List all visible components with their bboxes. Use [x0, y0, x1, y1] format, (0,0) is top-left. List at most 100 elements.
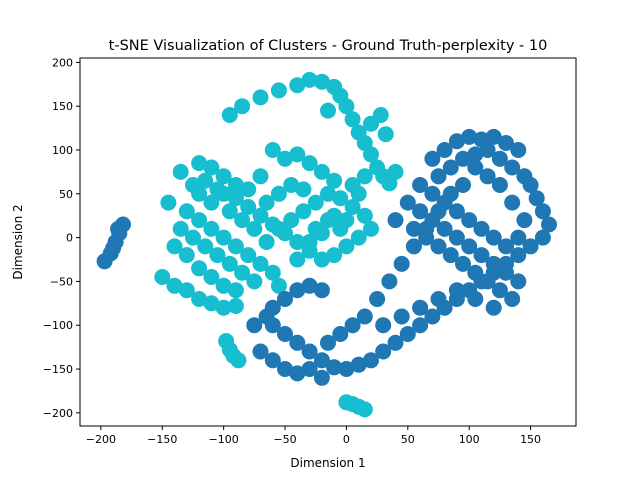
data-point-s1-36 [424, 308, 441, 325]
data-point-s1-55 [313, 282, 330, 299]
data-point-s0-14 [363, 146, 379, 163]
data-point-s1-71 [467, 264, 484, 281]
data-point-s0-117 [338, 394, 355, 411]
data-point-s0-98 [295, 181, 312, 198]
data-point-s1-77 [436, 220, 453, 237]
data-point-s1-99 [430, 203, 447, 220]
data-point-s1-81 [485, 255, 502, 272]
data-point-s1-102 [393, 255, 410, 272]
data-point-s0-77 [326, 247, 343, 264]
data-point-s0-104 [289, 251, 306, 268]
data-point-s1-106 [344, 317, 361, 334]
data-point-s1-78 [448, 229, 465, 246]
data-point-s0-67 [283, 212, 300, 229]
data-point-s0-97 [283, 177, 300, 193]
data-point-s1-73 [491, 282, 508, 299]
data-point-s1-7 [461, 128, 478, 145]
data-point-s1-103 [381, 273, 398, 290]
data-point-s1-56 [246, 317, 263, 334]
x-tick-label-7: 150 [520, 433, 541, 446]
data-point-s0-11 [344, 111, 361, 128]
y-tick-label-2: −100 [43, 319, 73, 332]
data-point-s1-40 [375, 343, 392, 360]
x-tick-label-6: 100 [459, 433, 480, 446]
data-point-s1-92 [516, 212, 533, 229]
data-point-s1-79 [461, 238, 478, 255]
data-point-s0-38 [203, 220, 220, 237]
y-tick-label-8: 200 [52, 56, 73, 69]
x-tick-label-0: −200 [86, 433, 116, 446]
data-point-s0-58 [172, 220, 189, 237]
data-point-s0-83 [252, 207, 269, 224]
data-point-s0-41 [240, 247, 257, 264]
data-point-s0-25 [215, 168, 232, 185]
data-point-s1-38 [399, 326, 416, 342]
data-point-s0-20 [363, 115, 379, 132]
data-point-s1-94 [491, 177, 508, 193]
data-point-s0-33 [313, 163, 330, 180]
data-point-s1-57 [252, 343, 269, 360]
data-point-s0-96 [270, 185, 287, 202]
data-point-s0-27 [240, 181, 257, 198]
data-point-s1-17 [455, 150, 471, 167]
plot-frame [79, 57, 577, 427]
x-tick-label-1: −150 [147, 433, 177, 446]
y-tick-label-3: −50 [50, 275, 73, 288]
data-point-s1-59 [277, 361, 293, 377]
data-point-s0-72 [344, 199, 361, 215]
data-point-s1-115 [485, 299, 502, 316]
data-point-s1-82 [498, 264, 514, 281]
data-point-s0-93 [234, 212, 251, 229]
data-point-s0-45 [154, 269, 171, 285]
data-point-s0-63 [234, 264, 251, 281]
data-point-s0-78 [313, 251, 330, 268]
data-point-s0-103 [356, 168, 373, 185]
data-point-s1-51 [264, 299, 281, 316]
data-point-s1-21 [504, 159, 521, 176]
data-point-s1-10 [498, 135, 514, 151]
data-point-s1-15 [430, 168, 447, 185]
data-point-s1-89 [485, 229, 502, 246]
data-point-s1-37 [412, 317, 429, 334]
data-point-s0-106 [313, 225, 330, 242]
y-tick-label-6: 100 [52, 144, 73, 157]
data-point-s0-109 [350, 185, 367, 202]
data-point-s1-68 [430, 238, 447, 255]
data-point-s1-25 [534, 203, 551, 220]
data-point-s0-35 [160, 194, 177, 211]
data-point-s1-112 [430, 291, 447, 307]
data-point-s1-90 [498, 238, 514, 255]
data-point-s1-24 [528, 190, 545, 207]
data-point-s1-105 [356, 308, 373, 325]
data-point-s1-60 [289, 365, 306, 382]
data-point-s0-5 [252, 89, 269, 106]
data-point-s0-24 [203, 159, 220, 176]
data-point-s0-71 [332, 190, 349, 207]
data-point-s0-53 [178, 247, 195, 264]
data-point-s1-91 [510, 229, 527, 246]
data-point-s1-26 [541, 216, 557, 233]
data-point-s1-42 [350, 356, 367, 373]
data-point-s1-98 [442, 185, 459, 202]
data-point-s0-51 [227, 298, 244, 314]
data-point-s1-28 [522, 238, 539, 255]
data-point-s0-85 [227, 190, 244, 207]
data-point-s0-0 [301, 71, 318, 88]
data-point-s0-6 [234, 98, 251, 115]
data-point-s1-65 [387, 212, 404, 229]
x-tick-label-4: 0 [343, 433, 350, 446]
data-point-s1-101 [405, 238, 422, 255]
data-point-s1-54 [301, 277, 318, 294]
chart-title: t-SNE Visualization of Clusters - Ground… [109, 38, 548, 54]
data-point-s0-10 [320, 102, 336, 119]
data-point-s0-22 [172, 163, 189, 180]
data-point-s1-64 [399, 194, 416, 211]
data-point-s1-5 [110, 220, 127, 237]
y-tick-label-0: −200 [43, 407, 73, 420]
data-point-s0-91 [209, 181, 226, 198]
data-point-s0-36 [178, 203, 195, 220]
data-point-s1-61 [301, 361, 318, 377]
data-point-s1-93 [504, 194, 521, 211]
data-point-s0-69 [307, 194, 324, 211]
